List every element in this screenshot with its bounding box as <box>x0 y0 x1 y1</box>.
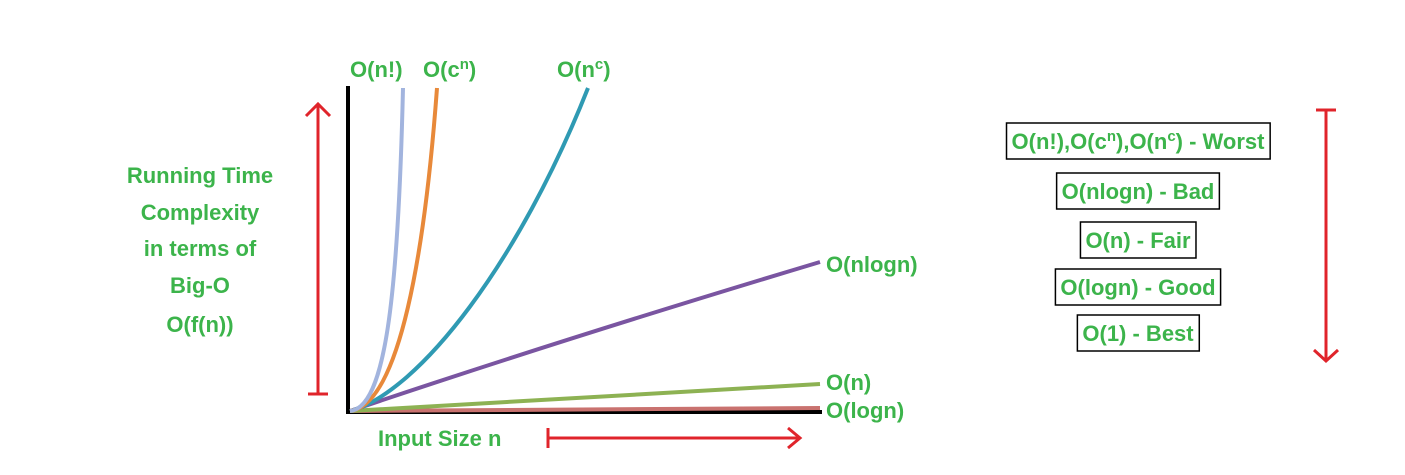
label-part: O(nlogn) <box>826 252 918 277</box>
y-arrow <box>304 101 332 396</box>
label-part: ) - Worst <box>1176 129 1265 154</box>
ranking-box <box>1054 268 1222 306</box>
curve-label: O(nlogn) <box>826 252 918 277</box>
curve-cn <box>349 87 439 413</box>
label-part: O(n!) <box>350 57 403 82</box>
ranking-arrow <box>1312 108 1340 364</box>
label-part: O(logn) - Good <box>1060 275 1215 300</box>
ranking-label: O(logn) - Good <box>1060 275 1215 300</box>
label-part: O(1) - Best <box>1082 321 1194 346</box>
curve-label: O(cn) <box>423 56 476 83</box>
curve-label: O(n) <box>826 370 871 395</box>
x-axis-label: Input Size n <box>378 426 501 451</box>
label-part: ) <box>603 57 610 82</box>
label-part: O(logn) <box>826 398 904 423</box>
curve-label: O(logn) <box>826 398 904 423</box>
superscript: c <box>595 56 603 73</box>
curve-nlogn <box>349 260 821 413</box>
superscript: n <box>460 56 469 73</box>
label-part: O(n) <box>826 370 871 395</box>
curve-n <box>349 382 821 413</box>
ranking-label: O(n!),O(cn),O(nc) - Worst <box>1012 128 1266 155</box>
superscript: c <box>1167 128 1175 145</box>
curve-label: O(nc) <box>557 56 611 83</box>
ranking-label: O(n) - Fair <box>1085 228 1191 253</box>
x-arrow <box>546 426 803 450</box>
y-axis-label: Complexity <box>141 200 260 225</box>
y-axis-label: Running Time <box>127 163 273 188</box>
ranking-label: O(nlogn) - Bad <box>1062 179 1215 204</box>
superscript: n <box>1107 128 1116 145</box>
y-axis-label: Big-O <box>170 273 230 298</box>
label-part: O(c <box>423 57 460 82</box>
y-axis-label: in terms of <box>144 236 257 261</box>
curve-nfact <box>349 87 405 413</box>
ranking-box <box>1005 122 1271 160</box>
label-part: ) <box>469 57 476 82</box>
label-part: O(n) - Fair <box>1085 228 1191 253</box>
ranking-box <box>1055 172 1221 210</box>
curve-nc <box>349 87 590 413</box>
ranking-label: O(1) - Best <box>1082 321 1194 346</box>
curve-label: O(n!) <box>350 57 403 82</box>
curve-logn <box>349 406 821 413</box>
ranking-box <box>1076 314 1201 352</box>
y-axis-label: O(f(n)) <box>166 312 233 337</box>
ranking-box <box>1079 221 1197 259</box>
label-part: O(n!),O(c <box>1012 129 1107 154</box>
label-part: O(n <box>557 57 595 82</box>
label-part: ),O(n <box>1116 129 1167 154</box>
label-part: O(nlogn) - Bad <box>1062 179 1215 204</box>
